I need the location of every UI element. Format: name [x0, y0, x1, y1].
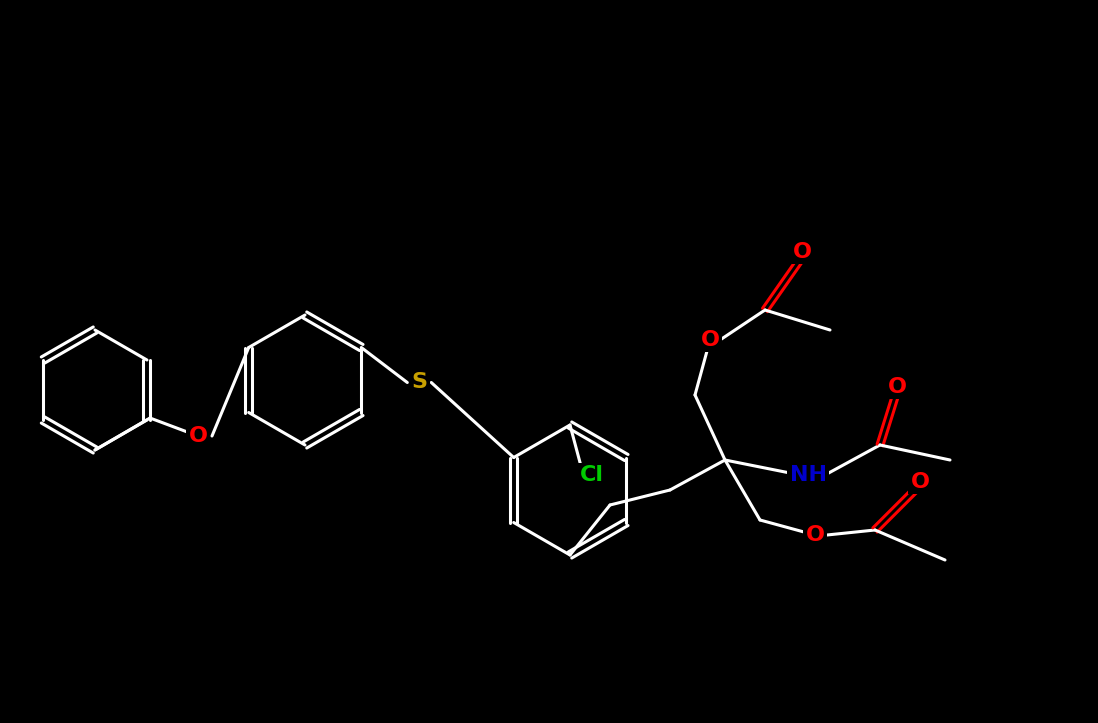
Text: O: O — [910, 472, 930, 492]
Text: S: S — [412, 372, 427, 393]
Text: O: O — [189, 426, 208, 446]
Text: O: O — [701, 330, 719, 350]
Text: O: O — [793, 242, 811, 262]
Text: O: O — [806, 525, 825, 545]
Text: NH: NH — [789, 465, 827, 485]
Text: Cl: Cl — [580, 465, 604, 485]
Text: O: O — [887, 377, 907, 397]
